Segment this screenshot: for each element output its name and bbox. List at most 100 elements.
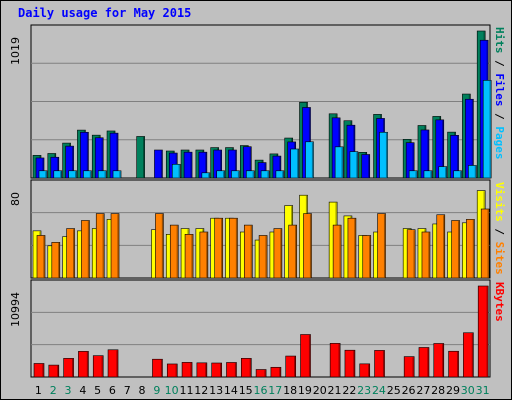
sites-bar-18 <box>288 224 298 279</box>
kbytes-bar-2-shade <box>57 365 59 377</box>
kbytes-bar-21 <box>329 343 341 378</box>
sites-bar-16 <box>258 235 268 279</box>
kbytes-bar-26 <box>403 356 415 378</box>
files-bar-27-shade <box>427 130 429 178</box>
x-tick-label-21: 21 <box>328 384 342 397</box>
sites-bar-1 <box>36 235 46 279</box>
pages-bar-1 <box>38 170 48 179</box>
x-tick-label-20: 20 <box>313 384 327 397</box>
kbytes-bar-23 <box>359 363 371 378</box>
kbytes-bar-5 <box>92 355 104 378</box>
sites-bar-1-shade <box>43 236 45 278</box>
legend-panel-3: KBytes <box>493 282 506 322</box>
kbytes-bar-1-shade <box>42 364 44 377</box>
pages-bar-5 <box>97 170 107 179</box>
x-tick-label-24: 24 <box>372 384 386 397</box>
kbytes-bar-10-shade <box>175 364 177 377</box>
kbytes-bar-11-shade <box>190 362 192 377</box>
pages-bar-30-shade <box>474 166 476 178</box>
sites-bar-12-shade <box>206 232 208 278</box>
chart-title: Daily usage for May 2015 <box>18 6 192 20</box>
x-tick-label-7: 7 <box>124 384 131 397</box>
x-tick-label-16: 16 <box>254 384 268 397</box>
kbytes-bar-13-shade <box>220 363 222 377</box>
sites-bar-11-shade <box>191 234 193 278</box>
kbytes-bar-27-shade <box>427 348 429 377</box>
pages-bar-28-shade <box>445 167 447 178</box>
files-bar-17-shade <box>279 156 281 178</box>
pages-bar-2 <box>53 170 63 179</box>
pages-bar-14-shade <box>237 171 240 178</box>
files-bar-2-shade <box>57 157 59 178</box>
pages-bar-6-shade <box>119 171 121 178</box>
sites-bar-27 <box>421 231 431 279</box>
kbytes-bar-17-shade <box>279 367 281 377</box>
pages-bar-3 <box>68 170 77 179</box>
sites-bar-5 <box>95 213 105 279</box>
sites-bar-5-shade <box>102 214 104 278</box>
kbytes-bar-14-shade <box>234 363 237 377</box>
pages-bar-17 <box>275 170 285 179</box>
pages-bar-15-shade <box>252 171 254 178</box>
pages-bar-18 <box>290 148 300 179</box>
sites-bar-3 <box>66 228 75 279</box>
pages-bar-13 <box>216 170 225 179</box>
sites-bar-29 <box>451 220 460 279</box>
x-tick-label-29: 29 <box>446 384 460 397</box>
pages-bar-30 <box>468 165 477 179</box>
legend-panel-2: Visits / Sites <box>493 182 506 275</box>
kbytes-bar-30 <box>463 332 474 378</box>
files-bar-1-shade <box>42 158 44 178</box>
kbytes-bar-6-shade <box>116 350 118 377</box>
kbytes-bar-3 <box>63 358 74 378</box>
files-bar-3-shade <box>72 146 74 178</box>
sites-bar-21 <box>332 224 342 279</box>
sites-bar-28 <box>436 214 446 279</box>
kbytes-bar-29 <box>448 350 459 378</box>
kbytes-bar-13 <box>211 362 222 378</box>
sites-bar-18-shade <box>295 225 297 278</box>
sites-bar-24 <box>377 213 386 279</box>
pages-bar-16-shade <box>267 171 269 178</box>
x-tick-label-27: 27 <box>416 384 430 397</box>
kbytes-bar-5-shade <box>101 356 103 377</box>
kbytes-bar-26-shade <box>412 357 414 377</box>
pages-bar-22 <box>349 151 359 179</box>
pages-bar-1-shade <box>45 171 47 178</box>
kbytes-bar-29-shade <box>456 351 459 377</box>
sites-bar-29-shade <box>457 221 460 278</box>
sites-bar-15-shade <box>250 225 252 278</box>
sites-bar-26 <box>406 229 416 279</box>
sites-bar-22 <box>347 217 357 279</box>
kbytes-bar-21-shade <box>338 343 340 377</box>
sites-bar-13 <box>214 217 223 279</box>
pages-bar-6 <box>112 170 122 179</box>
x-tick-label-26: 26 <box>402 384 416 397</box>
sites-bar-10 <box>169 224 179 279</box>
pages-bar-16 <box>260 170 270 179</box>
files-bar-15-shade <box>249 147 251 178</box>
kbytes-bar-4 <box>78 351 89 378</box>
x-tick-label-10: 10 <box>165 384 179 397</box>
x-tick-label-9: 9 <box>153 384 160 397</box>
sites-bar-28-shade <box>443 215 445 278</box>
sites-bar-4-shade <box>87 221 90 278</box>
sites-bar-2 <box>51 242 61 279</box>
kbytes-bar-14 <box>226 362 237 378</box>
sites-bar-15 <box>243 224 253 279</box>
x-tick-label-14: 14 <box>224 384 238 397</box>
y-max-label: 80 <box>9 192 22 206</box>
x-tick-label-1: 1 <box>35 384 42 397</box>
pages-bar-19 <box>305 141 314 179</box>
pages-bar-15 <box>245 170 255 179</box>
sites-bar-6-shade <box>117 214 119 278</box>
kbytes-bar-12-shade <box>205 363 207 377</box>
kbytes-bar-22 <box>344 349 356 378</box>
x-tick-label-18: 18 <box>283 384 297 397</box>
x-tick-label-31: 31 <box>476 384 490 397</box>
kbytes-bar-6 <box>107 349 119 378</box>
pages-bar-10 <box>171 163 181 179</box>
x-tick-label-15: 15 <box>239 384 253 397</box>
pages-bar-4-shade <box>89 171 92 178</box>
x-tick-label-30: 30 <box>461 384 475 397</box>
